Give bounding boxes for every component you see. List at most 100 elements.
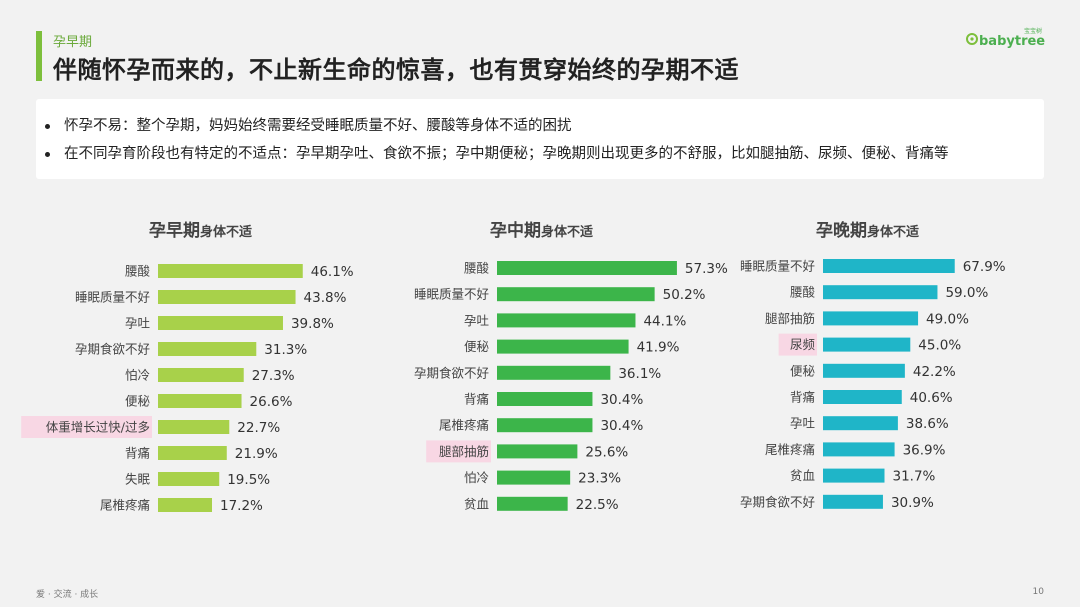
bar bbox=[823, 468, 885, 483]
category-label: 尾椎疼痛 bbox=[100, 498, 150, 513]
category-label: 孕期食欲不好 bbox=[75, 342, 150, 357]
category-label: 怕冷 bbox=[464, 470, 489, 485]
chart-title-early: 孕早期身体不适 bbox=[149, 221, 253, 241]
value-label: 26.6% bbox=[250, 394, 293, 410]
bar bbox=[497, 313, 636, 328]
value-label: 17.2% bbox=[220, 498, 263, 514]
bar bbox=[497, 339, 629, 354]
value-label: 49.0% bbox=[926, 311, 969, 327]
chart-title-mid: 孕中期身体不适 bbox=[490, 221, 594, 241]
section-label: 孕早期 bbox=[53, 35, 93, 50]
category-label: 体重增长过快/过多 bbox=[46, 420, 150, 435]
page-title: 伴随怀孕而来的，不止新生命的惊喜，也有贯穿始终的孕期不适 bbox=[53, 56, 739, 84]
bar bbox=[158, 368, 244, 382]
category-label: 睡眠质量不好 bbox=[75, 290, 150, 305]
category-label: 失眠 bbox=[125, 472, 151, 487]
value-label: 30.4% bbox=[600, 392, 643, 408]
bar bbox=[497, 365, 611, 380]
footer-text: 爱 · 交流 · 成长 bbox=[36, 590, 99, 600]
category-label: 便秘 bbox=[464, 339, 490, 354]
page-number: 10 bbox=[1032, 587, 1044, 597]
bar bbox=[158, 342, 257, 356]
value-label: 21.9% bbox=[235, 446, 278, 462]
bar bbox=[158, 498, 213, 512]
value-label: 45.0% bbox=[918, 338, 961, 354]
category-label: 腰酸 bbox=[125, 264, 151, 279]
category-highlight bbox=[21, 416, 153, 438]
value-label: 31.7% bbox=[892, 469, 935, 485]
bar bbox=[497, 444, 578, 459]
category-label: 怕冷 bbox=[125, 368, 150, 383]
category-label: 孕期食欲不好 bbox=[740, 494, 815, 509]
value-label: 57.3% bbox=[685, 261, 728, 277]
bar bbox=[823, 416, 898, 431]
category-label: 腿部抽筋 bbox=[765, 311, 815, 326]
value-label: 30.4% bbox=[600, 418, 643, 434]
category-label: 孕期食欲不好 bbox=[414, 365, 489, 380]
value-label: 42.2% bbox=[913, 364, 956, 380]
value-label: 50.2% bbox=[663, 287, 706, 303]
summary-bullet-2: 在不同孕育阶段也有特定的不适点：孕早期孕吐、食欲不振；孕中期便秘；孕晚期则出现更… bbox=[45, 140, 1044, 168]
bar bbox=[823, 259, 955, 273]
value-label: 46.1% bbox=[311, 264, 354, 280]
value-label: 39.8% bbox=[291, 316, 334, 332]
category-label: 尿频 bbox=[790, 337, 816, 352]
bar bbox=[823, 311, 919, 326]
value-label: 41.9% bbox=[637, 340, 680, 356]
value-label: 40.6% bbox=[910, 390, 953, 406]
bar bbox=[497, 418, 593, 433]
bar bbox=[823, 337, 911, 352]
category-label: 腰酸 bbox=[464, 261, 490, 276]
category-label: 便秘 bbox=[125, 394, 151, 409]
value-label: 43.8% bbox=[304, 290, 347, 306]
babytree-logo-icon: babytree 宝宝树 bbox=[966, 26, 1046, 50]
summary-bullet-1: 怀孕不易：整个孕期，妈妈始终需要经受睡眠质量不好、腰酸等身体不适的困扰 bbox=[45, 112, 1044, 140]
bar bbox=[823, 390, 902, 404]
bar bbox=[158, 316, 283, 330]
bar bbox=[823, 285, 938, 300]
category-label: 贫血 bbox=[790, 468, 815, 483]
logo-text: babytree bbox=[979, 34, 1045, 49]
bar bbox=[158, 394, 242, 408]
category-label: 腿部抽筋 bbox=[439, 444, 489, 459]
value-label: 27.3% bbox=[252, 368, 295, 384]
category-label: 背痛 bbox=[125, 446, 150, 461]
bar bbox=[497, 392, 593, 406]
bar bbox=[158, 446, 227, 460]
value-label: 30.9% bbox=[891, 495, 934, 511]
category-label: 孕吐 bbox=[790, 416, 816, 431]
bar bbox=[158, 420, 230, 434]
value-label: 22.5% bbox=[576, 497, 619, 513]
category-label: 尾椎疼痛 bbox=[439, 418, 489, 433]
value-label: 25.6% bbox=[585, 444, 628, 460]
category-label: 便秘 bbox=[790, 363, 816, 378]
category-highlight bbox=[778, 333, 817, 356]
value-label: 31.3% bbox=[264, 342, 307, 358]
bar bbox=[158, 264, 303, 278]
value-label: 36.9% bbox=[903, 442, 946, 458]
value-label: 59.0% bbox=[945, 285, 988, 301]
bar bbox=[823, 363, 905, 378]
summary-box: 怀孕不易：整个孕期，妈妈始终需要经受睡眠质量不好、腰酸等身体不适的困扰 在不同孕… bbox=[36, 99, 1044, 179]
bar bbox=[823, 494, 883, 509]
value-label: 44.1% bbox=[643, 313, 686, 329]
category-label: 孕吐 bbox=[464, 313, 490, 328]
logo-small-text: 宝宝树 bbox=[1024, 27, 1042, 35]
category-label: 孕吐 bbox=[125, 316, 151, 331]
title-accent-bar bbox=[36, 31, 42, 81]
value-label: 23.3% bbox=[578, 471, 621, 487]
category-label: 贫血 bbox=[464, 496, 489, 511]
bar bbox=[158, 472, 220, 486]
category-label: 背痛 bbox=[464, 392, 489, 407]
category-label: 背痛 bbox=[790, 390, 815, 405]
value-label: 67.9% bbox=[963, 259, 1006, 275]
bar bbox=[823, 442, 895, 457]
category-label: 腰酸 bbox=[790, 285, 816, 300]
bar bbox=[497, 287, 655, 302]
value-label: 36.1% bbox=[618, 366, 661, 382]
chart-title-late: 孕晚期身体不适 bbox=[816, 221, 920, 241]
value-label: 38.6% bbox=[906, 416, 949, 432]
bar bbox=[497, 496, 568, 511]
bar bbox=[158, 290, 296, 304]
